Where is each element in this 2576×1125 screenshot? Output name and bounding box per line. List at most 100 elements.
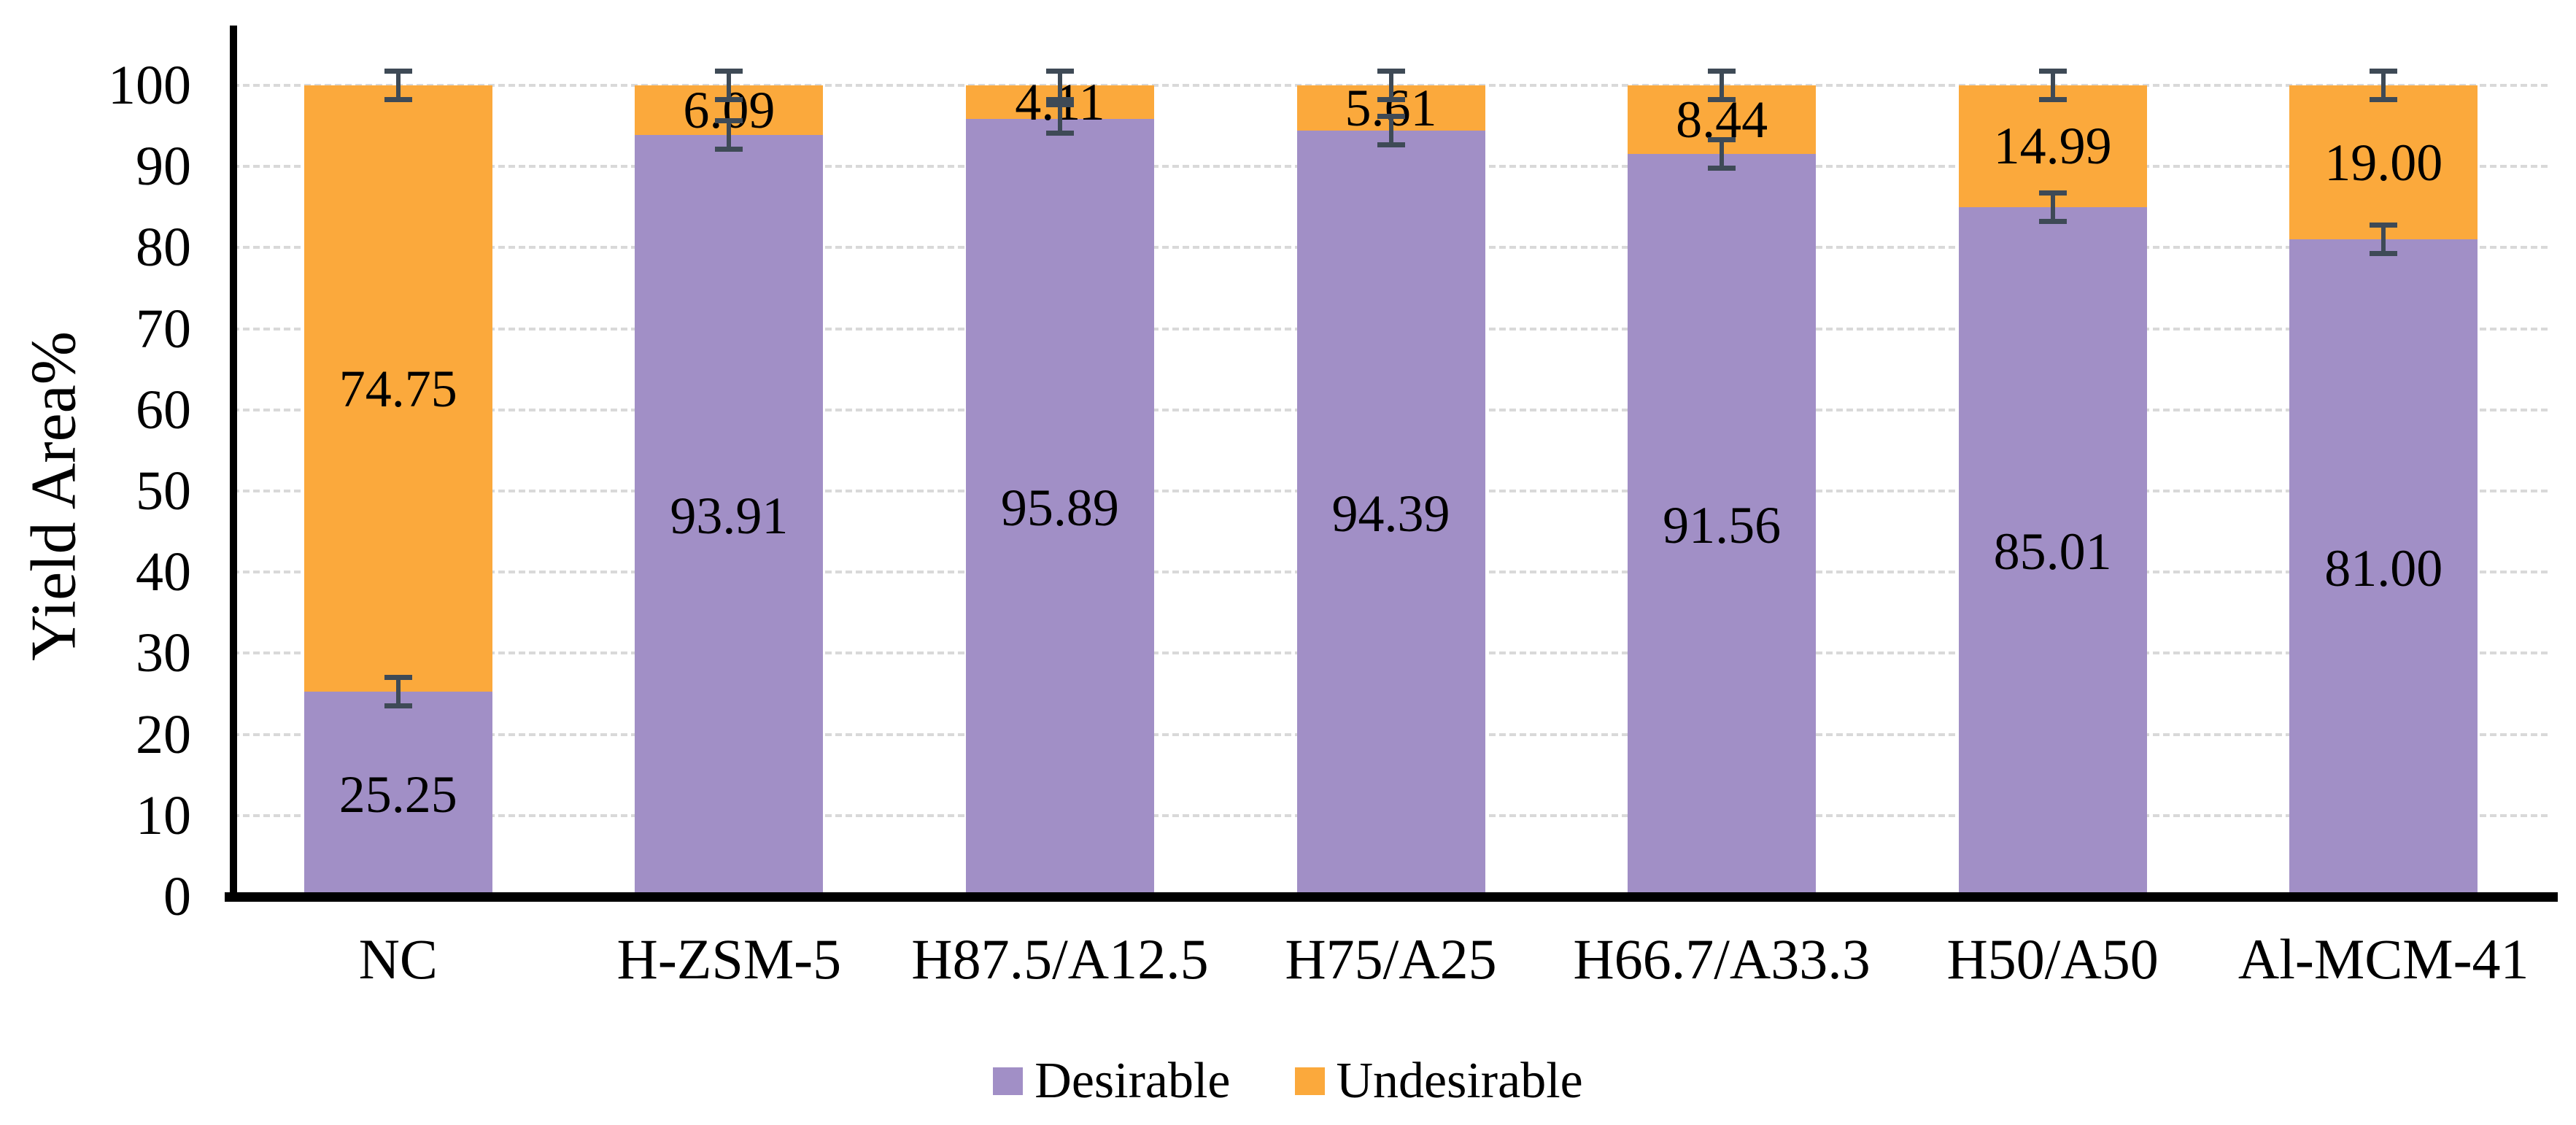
bar-segment-undesirable [2289,85,2478,240]
error-bar-cap [384,675,412,681]
error-bar-cap [1377,114,1405,120]
y-tick-label: 40 [136,541,191,603]
error-bar-cap [2370,251,2398,257]
error-bar-line [2381,71,2386,100]
error-bar-cap [2038,190,2067,196]
data-label: 85.01 [1993,522,2112,581]
error-bar-cap [1377,142,1405,148]
y-tick-label: 30 [136,622,191,684]
error-bar-cap [2370,97,2398,102]
error-bar [2038,69,2067,102]
error-bar-cap [1708,165,1736,171]
y-tick-label: 90 [136,136,191,198]
data-label: 93.91 [670,486,789,545]
bar-segment-undesirable [1958,85,2147,207]
data-label: 94.39 [1331,484,1450,544]
error-bar [1377,69,1405,102]
legend-swatch-desirable [993,1067,1024,1095]
bar-segment-undesirable [303,85,492,692]
error-bar-cap [1045,101,1074,107]
error-bar-line [2381,225,2386,255]
error-bar-line [727,120,732,150]
error-bar-cap [1708,136,1736,142]
error-bar [715,117,743,152]
data-label: 74.75 [339,359,457,418]
error-bar-line [1057,71,1062,100]
error-bar-cap [384,703,412,709]
error-bar [1045,101,1074,136]
legend-item: Undesirable [1294,1052,1583,1110]
error-bar-line [395,677,401,707]
y-axis-line [230,26,237,901]
error-bar [2370,69,2398,102]
legend: Desirable Undesirable [0,1048,2576,1115]
error-bar [2370,223,2398,257]
error-bar-cap [715,97,743,102]
error-bar-cap [2370,69,2398,74]
data-label: 25.25 [339,765,457,824]
error-bar-cap [384,69,412,74]
error-bar-line [1720,71,1725,100]
bar-segment-desirable [635,134,824,897]
error-bar-cap [1377,97,1405,102]
data-label: 19.00 [2324,133,2443,192]
y-tick-label: 0 [163,866,191,927]
error-bar-line [2050,71,2055,100]
legend-label: Undesirable [1336,1053,1583,1109]
bar-segment-desirable [2289,239,2478,897]
legend-item: Desirable [993,1052,1231,1110]
x-category-label: H75/A25 [1285,927,1497,991]
error-bar-cap [1045,97,1074,102]
y-tick-label: 60 [136,379,191,441]
error-bar [384,675,412,709]
bar-segment-desirable [1296,131,1485,897]
error-bar-line [1388,116,1393,146]
y-tick-label: 50 [136,460,191,522]
y-tick-label: 80 [136,217,191,279]
error-bar-line [1057,104,1062,134]
x-category-label: H50/A50 [1946,927,2159,991]
x-category-label: Al-MCM-41 [2237,927,2529,991]
data-label: 95.89 [1000,478,1119,537]
error-bar-cap [2038,97,2067,102]
error-bar-cap [2038,218,2067,224]
y-tick-label: 100 [108,55,191,116]
error-bar-cap [715,146,743,152]
error-bar-cap [1045,130,1074,136]
error-bar-cap [715,69,743,74]
bar-segment-desirable [1628,153,1817,897]
error-bar-cap [1045,69,1074,74]
error-bar [1708,136,1736,171]
error-bar-line [1388,71,1393,100]
data-label: 14.99 [1993,117,2112,176]
error-bar-cap [2038,69,2067,74]
bar-segment-desirable [965,118,1154,897]
x-category-label: H66.7/A33.3 [1573,927,1871,991]
error-bar-cap [1708,97,1736,102]
error-bar-line [395,71,401,100]
error-bar-cap [1377,69,1405,74]
x-category-label: NC [358,927,438,991]
error-bar [715,69,743,102]
legend-swatch-undesirable [1294,1067,1325,1095]
error-bar [1045,69,1074,102]
data-label: 91.56 [1663,495,1782,554]
legend-label: Desirable [1034,1053,1231,1109]
error-bar-cap [2370,223,2398,228]
bar-segment-desirable [1958,206,2147,897]
error-bar [1708,69,1736,102]
error-bar [384,69,412,102]
error-bar-cap [1708,69,1736,74]
error-bar-line [2050,192,2055,222]
error-bar [1377,114,1405,148]
y-tick-label: 70 [136,298,191,360]
y-tick-label: 20 [136,703,191,765]
data-label: 81.00 [2324,538,2443,598]
error-bar [2038,190,2067,224]
x-axis-line [225,892,2558,902]
y-tick-label: 10 [136,784,191,846]
error-bar-line [727,71,732,100]
error-bar-line [1720,139,1725,169]
error-bar-cap [715,117,743,123]
